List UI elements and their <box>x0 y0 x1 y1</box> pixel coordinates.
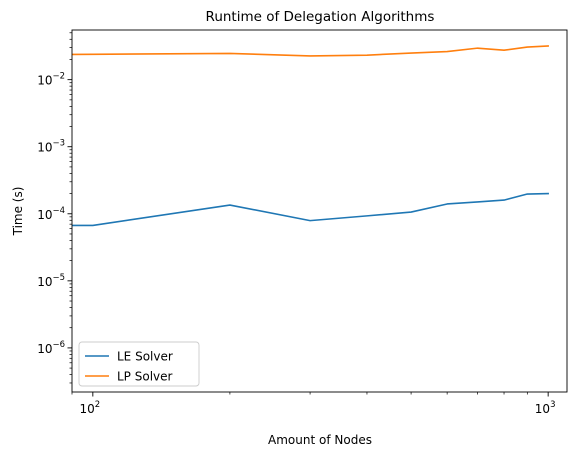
x-tick-label: 102 <box>79 400 100 416</box>
y-tick-label: 10−5 <box>37 273 65 289</box>
y-axis-label: Time (s) <box>11 187 25 237</box>
axes-frame <box>71 29 568 393</box>
legend-box <box>78 341 200 387</box>
y-tick-label: 10−2 <box>37 72 65 88</box>
y-tick-label: 10−4 <box>37 206 65 222</box>
series-line-lp-solver <box>72 45 549 57</box>
plot-area: 102 103 10−6 10−5 10−4 10−3 10−2 LE Solver LP So… <box>37 29 568 416</box>
legend-label-lp-solver: LP Solver <box>117 370 173 384</box>
legend-label-le-solver: LE Solver <box>117 350 173 364</box>
series-group <box>72 45 549 227</box>
x-tick-label: 103 <box>535 400 556 416</box>
chart-title: Runtime of Delegation Algorithms <box>206 9 435 25</box>
x-axis-label: Amount of Nodes <box>268 433 372 447</box>
series-line-le-solver <box>72 192 549 227</box>
y-tick-label: 10−6 <box>37 340 65 356</box>
legend: LE Solver LP Solver <box>78 341 200 387</box>
y-tick-label: 10−3 <box>37 139 65 155</box>
